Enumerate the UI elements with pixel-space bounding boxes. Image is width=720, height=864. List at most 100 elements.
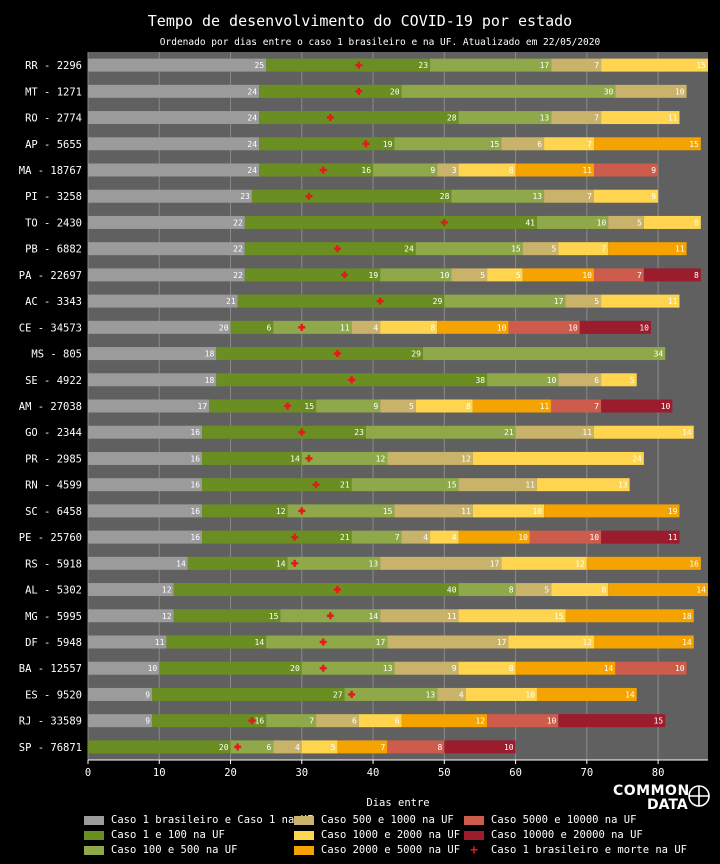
legend-swatch bbox=[294, 845, 314, 855]
segment-value-label: 10 bbox=[440, 271, 450, 280]
segment-value-label: 21 bbox=[226, 297, 236, 306]
segment-value-label: 7 bbox=[637, 271, 642, 280]
bar-segment-4 bbox=[501, 556, 587, 570]
segment-value-label: 24 bbox=[247, 140, 257, 149]
segment-value-label: 7 bbox=[594, 61, 599, 70]
segment-value-label: 10 bbox=[597, 218, 607, 227]
segment-value-label: 9 bbox=[373, 402, 378, 411]
bar-segment-3 bbox=[558, 373, 602, 387]
bar-segment-0 bbox=[88, 425, 203, 439]
death-marker bbox=[298, 507, 306, 515]
bar-row-24: ES - 9520 9 27 13 4 10 14 bbox=[25, 687, 637, 701]
segment-value-label: 14 bbox=[682, 428, 692, 437]
bar-segment-5 bbox=[337, 740, 388, 754]
row-label: SC - 6458 bbox=[25, 506, 82, 518]
segment-value-label: 13 bbox=[369, 559, 379, 568]
bar-row-25: RJ - 33589 9 16 7 6 6 12 10 15 bbox=[19, 714, 666, 728]
segment-value-label: 11 bbox=[675, 245, 685, 254]
bar-segment-7 bbox=[444, 740, 516, 754]
segment-value-label: 4 bbox=[295, 743, 300, 752]
segment-value-label: 11 bbox=[525, 481, 535, 490]
segment-value-label: 10 bbox=[148, 664, 158, 673]
bar-segment-1 bbox=[259, 137, 395, 151]
segment-value-label: 8 bbox=[694, 218, 699, 227]
bar-segment-7 bbox=[601, 399, 673, 413]
bar-segment-1 bbox=[152, 714, 267, 728]
segment-value-label: 15 bbox=[689, 140, 699, 149]
bar-segment-3 bbox=[380, 556, 502, 570]
bar-segment-2 bbox=[301, 451, 388, 465]
segment-value-label: 10 bbox=[525, 690, 535, 699]
legend-item-1: Caso 1 e 100 na UF bbox=[84, 829, 225, 841]
segment-value-label: 7 bbox=[309, 717, 314, 726]
death-marker bbox=[333, 350, 341, 358]
bar-segment-0 bbox=[88, 714, 153, 728]
segment-value-label: 4 bbox=[423, 533, 428, 542]
segment-value-label: 12 bbox=[162, 586, 172, 595]
bar-row-2: RO - 2774 24 28 13 7 11 bbox=[25, 111, 680, 125]
bar-row-0: RR - 2296 25 23 17 7 15 bbox=[25, 58, 708, 72]
bar-segment-4 bbox=[558, 242, 609, 256]
segment-value-label: 7 bbox=[395, 533, 400, 542]
bar-segment-4 bbox=[380, 320, 438, 334]
segment-value-label: 15 bbox=[383, 507, 393, 516]
segment-value-label: 40 bbox=[447, 586, 457, 595]
segment-value-label: 17 bbox=[198, 402, 208, 411]
death-marker bbox=[319, 664, 327, 672]
segment-value-label: 23 bbox=[354, 428, 364, 437]
row-label: AM - 27038 bbox=[19, 401, 82, 413]
death-marker bbox=[333, 586, 341, 594]
bar-segment-1 bbox=[202, 451, 302, 465]
bar-segment-5 bbox=[608, 583, 708, 597]
row-label: AC - 3343 bbox=[25, 296, 82, 308]
segment-value-label: 9 bbox=[452, 664, 457, 673]
segment-value-label: 8 bbox=[509, 586, 514, 595]
legend-item-4: Caso 1000 e 2000 na UF bbox=[294, 829, 460, 841]
segment-value-label: 12 bbox=[162, 612, 172, 621]
segment-value-label: 34 bbox=[654, 350, 664, 359]
bar-segment-3 bbox=[608, 215, 644, 229]
bar-segment-0 bbox=[88, 661, 160, 675]
bar-segment-5 bbox=[515, 163, 594, 177]
segment-value-label: 6 bbox=[266, 743, 271, 752]
legend-item-7: Caso 10000 e 20000 na UF bbox=[464, 829, 643, 841]
segment-value-label: 30 bbox=[604, 87, 614, 96]
bar-segment-6 bbox=[593, 163, 659, 177]
bar-segment-1 bbox=[259, 84, 402, 98]
x-tick-label-5: 50 bbox=[438, 767, 451, 779]
bar-segment-7 bbox=[558, 714, 666, 728]
segment-value-label: 24 bbox=[247, 87, 257, 96]
segment-value-label: 12 bbox=[575, 559, 585, 568]
legend-label: Caso 5000 e 10000 na UF bbox=[491, 814, 637, 826]
bar-segment-0 bbox=[88, 242, 245, 256]
death-marker bbox=[298, 323, 306, 331]
segment-value-label: 17 bbox=[490, 559, 500, 568]
bar-row-3: AP - 5655 24 19 15 6 7 15 bbox=[25, 137, 701, 151]
legend-item-6: Caso 5000 e 10000 na UF bbox=[464, 814, 636, 826]
segment-value-label: 16 bbox=[255, 717, 265, 726]
segment-value-label: 11 bbox=[668, 297, 678, 306]
bar-segment-5 bbox=[586, 556, 701, 570]
bar-segment-2 bbox=[287, 556, 381, 570]
bar-segment-6 bbox=[551, 399, 602, 413]
bar-segment-0 bbox=[88, 583, 174, 597]
row-label: BA - 12557 bbox=[19, 663, 82, 675]
segment-value-label: 14 bbox=[290, 454, 300, 463]
bar-segment-2 bbox=[380, 268, 452, 282]
bar-segment-4 bbox=[593, 189, 659, 203]
bar-segment-0 bbox=[88, 58, 267, 72]
segment-value-label: 12 bbox=[376, 454, 386, 463]
bar-segment-1 bbox=[202, 504, 288, 518]
segment-value-label: 6 bbox=[352, 717, 357, 726]
row-label: RS - 5918 bbox=[25, 558, 82, 570]
death-marker bbox=[284, 402, 292, 410]
row-label: RR - 2296 bbox=[25, 60, 82, 72]
segment-value-label: 7 bbox=[587, 192, 592, 201]
segment-value-label: 10 bbox=[661, 402, 671, 411]
bar-segment-7 bbox=[601, 530, 680, 544]
bar-segment-4 bbox=[601, 373, 637, 387]
segment-value-label: 14 bbox=[604, 664, 614, 673]
segment-value-label: 21 bbox=[340, 533, 350, 542]
bar-segment-2 bbox=[451, 189, 545, 203]
bar-row-20: AL - 5302 12 40 8 5 8 14 bbox=[25, 583, 708, 597]
